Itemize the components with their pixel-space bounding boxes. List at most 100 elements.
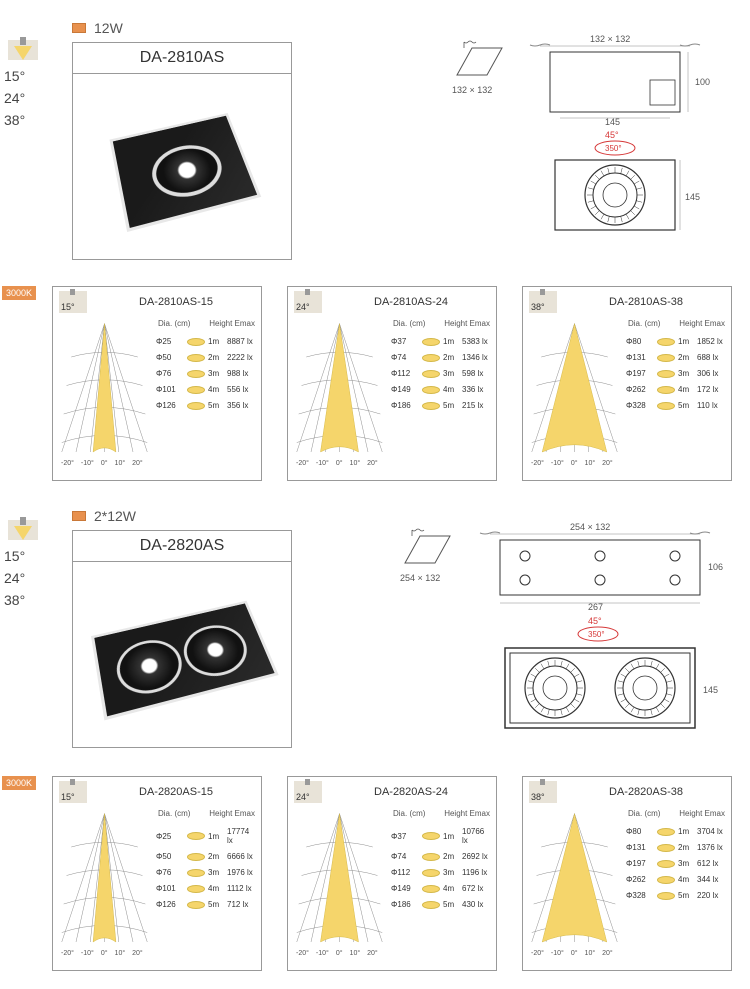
table-row: Φ2624m344 lx	[626, 875, 727, 884]
angle-badge: 24°	[294, 291, 322, 313]
ellipse-icon	[657, 892, 675, 900]
table-row: Φ1014m1112 lx	[156, 884, 257, 893]
light-table: Dia. (cm)Height Emax Φ801m3704 lxΦ1312m1…	[626, 809, 727, 959]
axis-labels: -20°-10°0°10°20°	[296, 460, 378, 467]
table-row: Φ1265m356 lx	[156, 401, 257, 410]
ellipse-icon	[422, 885, 440, 893]
chart-title: DA-2810AS-24	[332, 296, 490, 308]
table-row: Φ801m1852 lx	[626, 337, 727, 346]
chart-title: DA-2810AS-15	[97, 296, 255, 308]
wattage-icon	[72, 511, 86, 521]
table-row: Φ1312m1376 lx	[626, 843, 727, 852]
ellipse-icon	[187, 869, 205, 877]
table-row: Φ801m3704 lx	[626, 827, 727, 836]
ellipse-icon	[422, 338, 440, 346]
polar-diagram	[57, 319, 152, 462]
svg-text:350°: 350°	[588, 630, 605, 639]
ellipse-icon	[187, 901, 205, 909]
product-frame: DA-2810AS	[72, 42, 292, 260]
ellipse-icon	[657, 370, 675, 378]
ellipse-icon	[657, 402, 675, 410]
ellipse-icon	[187, 402, 205, 410]
angle-badge: 38°	[529, 291, 557, 313]
chart-title: DA-2810AS-38	[567, 296, 725, 308]
ellipse-icon	[657, 860, 675, 868]
polar-diagram	[292, 809, 387, 952]
ellipse-icon	[187, 370, 205, 378]
svg-text:267: 267	[588, 602, 603, 612]
model-title: DA-2810AS	[73, 43, 291, 74]
table-row: Φ1123m1196 lx	[391, 868, 492, 877]
chart-card: 38° DA-2810AS-38 -20°-10°0°10°20° Dia. (…	[522, 286, 732, 481]
light-table: Dia. (cm)Height Emax Φ371m10766 lxΦ742m2…	[391, 809, 492, 959]
angle-badge: 15°	[59, 291, 87, 313]
table-row: Φ1865m430 lx	[391, 900, 492, 909]
table-row: Φ742m2692 lx	[391, 852, 492, 861]
axis-labels: -20°-10°0°10°20°	[61, 460, 143, 467]
ellipse-icon	[422, 354, 440, 362]
axis-labels: -20°-10°0°10°20°	[61, 950, 143, 957]
table-row: Φ1494m336 lx	[391, 385, 492, 394]
ellipse-icon	[187, 386, 205, 394]
wattage-label: 2*12W	[94, 508, 136, 524]
color-temp-badge: 3000K	[2, 286, 36, 300]
ellipse-icon	[657, 876, 675, 884]
table-row: Φ1973m612 lx	[626, 859, 727, 868]
ellipse-icon	[657, 338, 675, 346]
wattage-label: 12W	[94, 20, 123, 36]
svg-text:45°: 45°	[605, 130, 619, 140]
cutout-dim: 132 × 132	[452, 85, 507, 95]
cutout-icon	[452, 40, 507, 80]
ellipse-icon	[422, 832, 440, 840]
angle-list: 15°24°38°	[4, 68, 50, 128]
model-title: DA-2820AS	[73, 531, 291, 562]
svg-text:145: 145	[605, 117, 620, 127]
ellipse-icon	[657, 354, 675, 362]
cutout-icon	[400, 528, 455, 568]
table-row: Φ1973m306 lx	[626, 369, 727, 378]
ellipse-icon	[187, 338, 205, 346]
light-table: Dia. (cm)Height Emax Φ251m17774 lxΦ502m6…	[156, 809, 257, 959]
light-table: Dia. (cm)Height Emax Φ251m8887 lxΦ502m22…	[156, 319, 257, 469]
chart-card: 24° DA-2820AS-24 -20°-10°0°10°20° Dia. (…	[287, 776, 497, 971]
table-row: Φ1865m215 lx	[391, 401, 492, 410]
ellipse-icon	[187, 354, 205, 362]
ellipse-icon	[422, 869, 440, 877]
chart-card: 38° DA-2820AS-38 -20°-10°0°10°20° Dia. (…	[522, 776, 732, 971]
angle-badge: 15°	[59, 781, 87, 803]
angle-badge: 24°	[294, 781, 322, 803]
axis-labels: -20°-10°0°10°20°	[296, 950, 378, 957]
wattage-row: 12W	[72, 20, 292, 36]
table-row: Φ742m1346 lx	[391, 353, 492, 362]
table-row: Φ371m10766 lx	[391, 827, 492, 845]
wattage-row: 2*12W	[72, 508, 292, 524]
ellipse-icon	[422, 901, 440, 909]
polar-diagram	[527, 809, 622, 952]
polar-diagram	[292, 319, 387, 462]
beam-icon	[8, 40, 38, 60]
table-row: Φ251m17774 lx	[156, 827, 257, 845]
cutout-dim: 254 × 132	[400, 573, 455, 583]
svg-text:254 × 132: 254 × 132	[570, 522, 610, 532]
table-row: Φ3285m110 lx	[626, 401, 727, 410]
ellipse-icon	[422, 370, 440, 378]
table-row: Φ763m988 lx	[156, 369, 257, 378]
table-row: Φ1123m598 lx	[391, 369, 492, 378]
tech-drawing: 132 × 132 100 145 45° 350° 145	[510, 30, 750, 240]
chart-card: 15° DA-2810AS-15 -20°-10°0°10°20° Dia. (…	[52, 286, 262, 481]
angle-list: 15°24°38°	[4, 548, 50, 608]
table-row: Φ3285m220 lx	[626, 891, 727, 900]
ellipse-icon	[187, 885, 205, 893]
beam-icon	[8, 520, 38, 540]
svg-text:350°: 350°	[605, 144, 622, 153]
ellipse-icon	[422, 402, 440, 410]
table-row: Φ1265m712 lx	[156, 900, 257, 909]
svg-text:145: 145	[703, 685, 718, 695]
table-row: Φ1312m688 lx	[626, 353, 727, 362]
table-row: Φ251m8887 lx	[156, 337, 257, 346]
ellipse-icon	[657, 386, 675, 394]
color-temp-badge: 3000K	[2, 776, 36, 790]
light-table: Dia. (cm)Height Emax Φ801m1852 lxΦ1312m6…	[626, 319, 727, 469]
svg-text:145: 145	[685, 192, 700, 202]
chart-title: DA-2820AS-15	[97, 786, 255, 798]
